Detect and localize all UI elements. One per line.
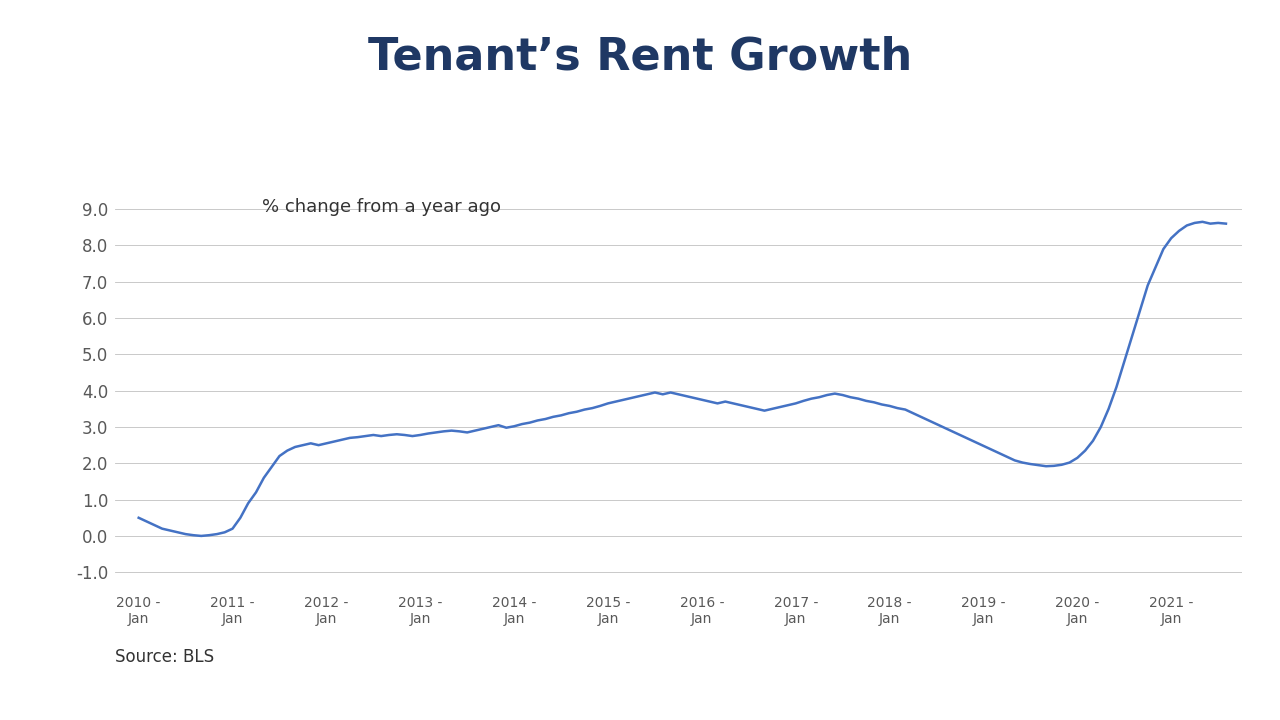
Text: Source: BLS: Source: BLS xyxy=(115,648,214,666)
Text: % change from a year ago: % change from a year ago xyxy=(261,198,500,216)
Text: Tenant’s Rent Growth: Tenant’s Rent Growth xyxy=(367,36,913,79)
